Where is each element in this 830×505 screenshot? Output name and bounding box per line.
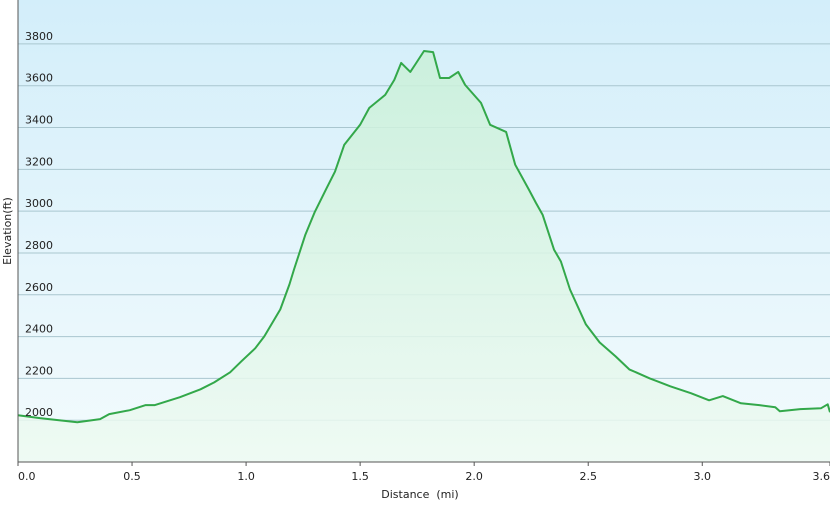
y-tick-label: 2200 [25,364,53,377]
x-axis-title: Distance (mi) [381,488,458,501]
y-tick-label: 3400 [25,114,53,127]
elevation-line [17,50,830,424]
y-tick-label: 2400 [25,323,53,336]
y-tick-label: 2000 [25,406,53,419]
x-tick-label: 0.5 [123,470,141,483]
y-tick-label: 3600 [25,72,53,85]
y-tick-label: 3000 [25,197,53,210]
y-tick-label: 2600 [25,281,53,294]
x-tick-label: 2.0 [465,470,483,483]
x-tick-label: 2.5 [579,470,597,483]
y-tick-label: 3800 [25,30,53,43]
y-tick-label: 3200 [25,155,53,168]
y-tick-label: 2800 [25,239,53,252]
x-tick-label: 3.6 [813,470,830,483]
x-tick-label: 0.0 [18,470,36,483]
x-tick-label: 1.0 [237,470,255,483]
area-fill [18,51,830,462]
x-tick-label: 1.5 [351,470,369,483]
x-tick-label: 3.0 [694,470,712,483]
y-axis-title: Elevation(ft) [1,197,14,265]
